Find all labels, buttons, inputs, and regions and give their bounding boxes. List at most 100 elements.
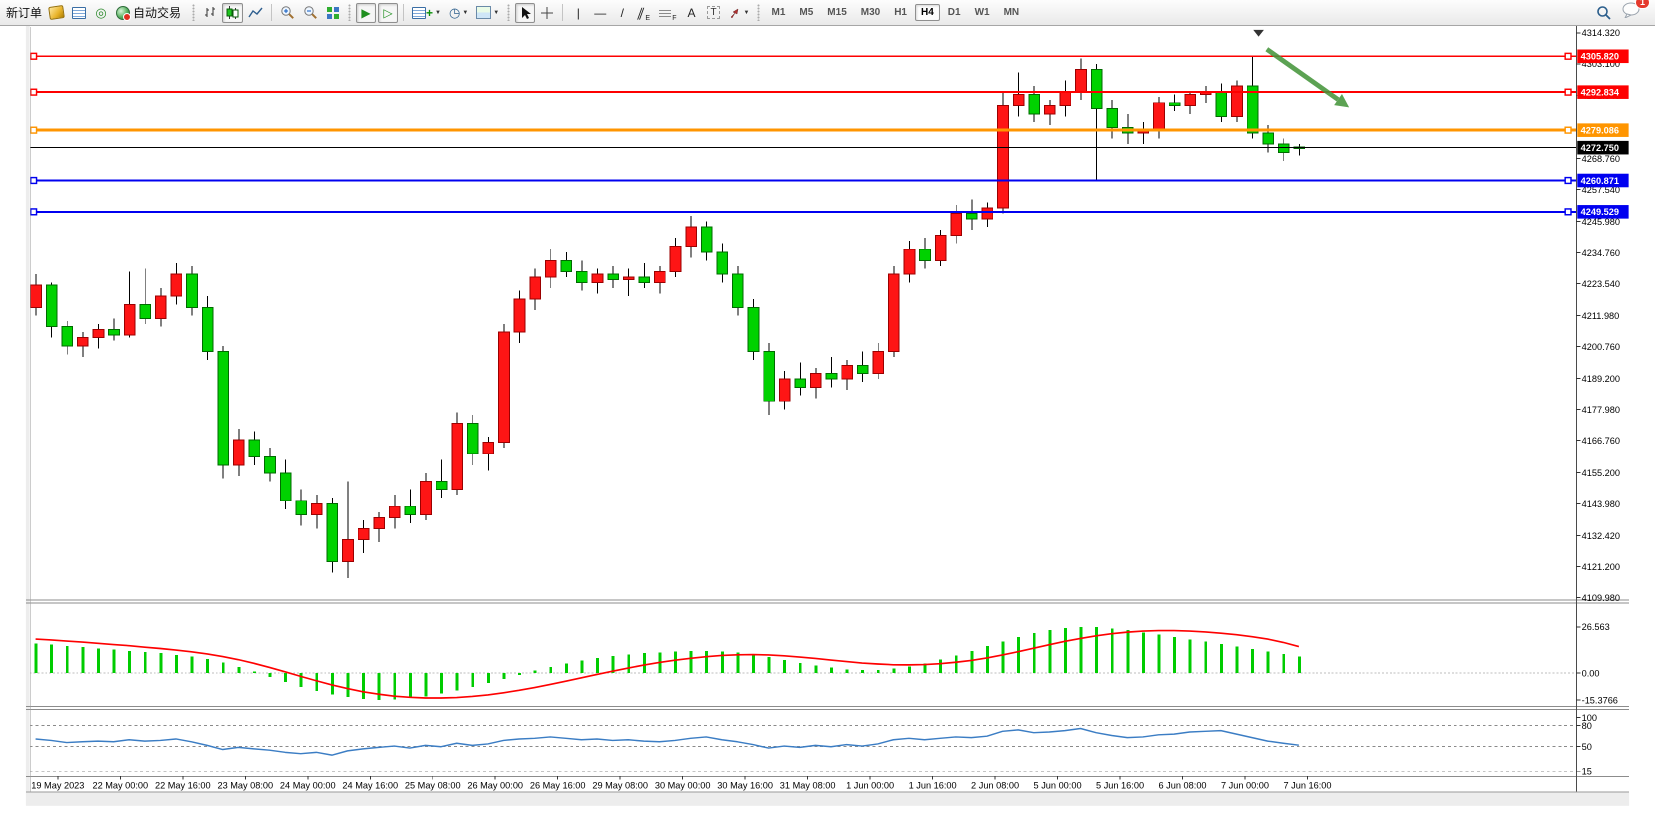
candle-body [92,328,105,339]
macd-pane[interactable] [29,603,1576,706]
templates-button[interactable]: ▼ [473,3,502,23]
fibonacci-tool[interactable]: F [656,3,679,23]
tab-timeframe-d1[interactable]: D1 [947,7,961,18]
price-tick-label: 4314.320 [1582,28,1620,38]
channel-tool[interactable]: ∥ E [634,3,654,23]
line-anchor-handle[interactable] [30,126,38,134]
candle-body [841,364,853,380]
macd-histogram-bar [1141,632,1145,674]
time-tick-label: 26 May 00:00 [467,780,523,790]
macd-histogram-bar [408,673,412,699]
time-tick-label: 26 May 16:00 [530,780,586,790]
tab-timeframe-m1[interactable]: M1 [771,7,786,18]
line-anchor-handle[interactable] [1564,126,1572,134]
zoom-out-button[interactable] [300,3,321,23]
text-tool[interactable]: A [682,3,702,23]
macd-histogram-bar [112,649,116,674]
arrows-tool[interactable]: ▼ [726,3,753,23]
line-anchor-handle[interactable] [1564,208,1572,216]
candle-body [295,500,308,516]
line-anchor-handle[interactable] [1564,176,1572,185]
candle-body [685,226,697,247]
time-tick-label: 22 May 16:00 [155,780,211,790]
candle-body [934,234,947,261]
trend-arrow-annotation[interactable] [1265,47,1350,108]
tab-timeframe-m5[interactable]: M5 [799,7,814,18]
price-tick-label: 4121.200 [1582,562,1620,572]
chart-canvas[interactable]: SP500-,H4 4272.750 4272.750 4272.750 427… [0,26,1655,831]
candle-body [997,105,1009,209]
macd-histogram-bar [502,673,506,680]
auto-scroll-button[interactable]: ▶ [356,2,377,23]
bar-chart-mode-button[interactable] [200,3,220,23]
candle-body [607,273,619,281]
main-toolbar: 新订单 ◎ 自动交易 ▶ ▷ + ▼ ◷ ▼ ▼ [0,0,1655,26]
line-anchor-handle[interactable] [1564,88,1572,96]
candlestick-mode-button[interactable] [222,2,244,23]
line-anchor-handle[interactable] [30,176,38,185]
macd-histogram-bar [424,673,428,697]
chart-shift-button[interactable]: ▷ [378,2,399,23]
trendline-tool[interactable]: / [612,3,632,23]
search-button[interactable] [1593,3,1615,23]
line-anchor-handle[interactable] [30,88,38,96]
data-window-button[interactable] [69,3,89,23]
candle-body [373,516,385,529]
tab-timeframe-m30[interactable]: M30 [860,7,881,18]
macd-histogram-bar [299,673,303,687]
time-tick-label: 24 May 00:00 [280,780,336,790]
templates-icon [476,6,492,19]
price-badge [1577,140,1629,155]
candle-body [155,295,167,319]
tab-timeframe-w1[interactable]: W1 [974,7,990,18]
toolbar-separator [271,4,273,21]
navigator-button[interactable]: ◎ [91,3,111,23]
candle-body [1153,102,1165,131]
line-anchor-handle[interactable] [30,52,38,60]
time-axis[interactable]: 19 May 2023 22 May 00:00 22 May 16:00 23 Ma… [31,775,1332,791]
main-chart-pane[interactable] [29,26,1576,600]
line-anchor-handle[interactable] [30,208,38,216]
macd-histogram-bar [845,669,849,674]
autotrading-button[interactable]: 自动交易 [113,3,187,23]
line-chart-mode-button[interactable] [245,3,266,23]
text-label-icon: T [707,6,720,19]
arrows-icon [730,7,738,18]
text-label-tool[interactable]: T [704,3,724,23]
macd-histogram-bar [362,673,366,700]
price-badge [1577,49,1629,64]
chart-shift-marker[interactable] [1253,29,1264,37]
indicators-button[interactable]: + ▼ [409,3,444,23]
price-tick-label: 4166.760 [1582,436,1620,446]
price-badge-label: 4305.820 [1581,52,1619,62]
macd-histogram-bar [268,673,272,677]
horizontal-line-tool[interactable]: — [590,3,610,23]
zoom-out-icon [304,6,317,19]
vertical-line-tool[interactable]: | [568,3,588,23]
periods-button[interactable]: ◷ ▼ [446,3,471,23]
new-chart-button[interactable] [46,3,67,23]
rsi-pane[interactable] [29,709,1576,776]
new-order-button[interactable]: 新订单 [6,6,43,20]
tab-timeframe-m15[interactable]: M15 [827,7,847,18]
tile-windows-button[interactable] [323,3,343,23]
crosshair-button[interactable] [537,3,557,23]
zoom-in-button[interactable] [277,3,298,23]
notifications-button[interactable]: 1 [1622,0,1650,23]
tab-timeframe-mn[interactable]: MN [1003,7,1020,18]
tab-timeframe-h1[interactable]: H1 [894,7,907,18]
price-tick-label: 4132.420 [1582,531,1620,541]
macd-histogram-bar [611,656,615,674]
cursor-button[interactable] [515,2,536,23]
candle-body [139,304,152,319]
macd-histogram-bar [159,653,163,674]
line-anchor-handle[interactable] [1564,52,1572,60]
macd-histogram-bar [596,657,599,674]
indicator-tick-label: 100 [1582,713,1597,723]
candle-body [310,503,323,516]
macd-histogram-bar [861,670,865,674]
tab-timeframe-h4[interactable]: H4 [915,4,940,21]
new-chart-icon [48,5,65,20]
macd-histogram-bar [1251,649,1255,674]
time-tick-label: 22 May 00:00 [92,780,148,790]
